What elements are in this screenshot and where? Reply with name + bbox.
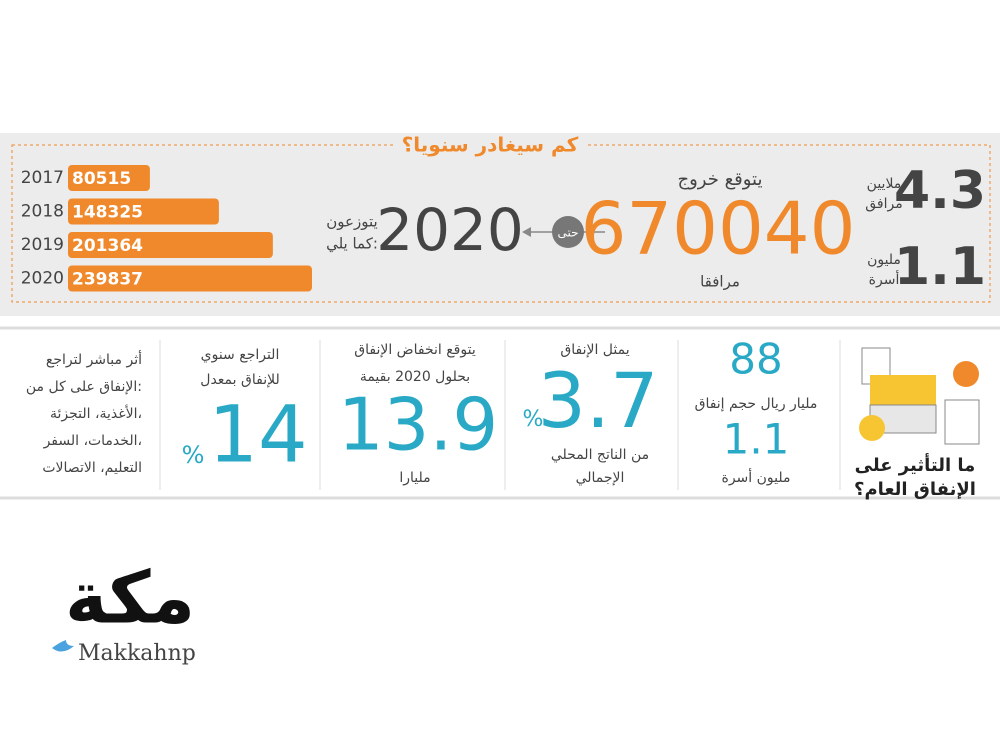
until: حتى <box>557 226 578 240</box>
decline-value: 13.9 <box>338 383 498 467</box>
icon <box>859 347 980 445</box>
families-label: أسرة <box>869 270 900 288</box>
until-badge <box>552 216 584 248</box>
impact-line: التعليم، الاتصالات <box>42 460 142 476</box>
companions-label: مرافق <box>865 196 902 212</box>
bar-year: 2019 <box>21 235 64 255</box>
expected: يتوقع خروج <box>677 169 762 190</box>
bar <box>68 198 219 225</box>
families-value: 1.1 <box>894 237 986 297</box>
bar-value: 201364 <box>72 236 143 256</box>
bar-value: 80515 <box>72 169 131 189</box>
bar <box>68 165 150 191</box>
heading: ما التأثير على <box>855 453 976 476</box>
gdp-label: من الناتج المحلي <box>551 447 649 463</box>
families-value: 1.1 <box>723 415 790 464</box>
decline-top: يتوقع انخفاض الإنفاق <box>354 342 476 358</box>
title: كم سيغادر سنويا؟ <box>402 133 579 157</box>
total: 670040 <box>581 187 856 271</box>
arrow-head <box>522 227 531 237</box>
column-dividers <box>159 340 841 490</box>
year: 2020 <box>376 196 524 264</box>
bar <box>68 232 273 258</box>
gdp-value: 3.7 <box>538 356 659 445</box>
spending-label: مليار ريال حجم إنفاق <box>695 396 818 412</box>
gdp-top: يمثل الإنفاق <box>560 342 629 358</box>
impact-line: أثر مباشر لتراجع <box>46 350 142 368</box>
bar <box>68 265 312 292</box>
gdp-percent: % <box>523 407 544 432</box>
families-label: مليون أسرة <box>721 468 790 486</box>
decline-unit: مليارا <box>399 470 430 486</box>
rate-value: 14 <box>208 390 307 480</box>
bar-chart: 2017 80515 2018 148325 2019 201364 2020 239837 <box>21 165 312 292</box>
handle: Makkahnp <box>78 641 196 666</box>
impact-line: الخدمات، السفر، <box>43 433 142 449</box>
twitter-bird <box>52 640 74 652</box>
bar-value: 148325 <box>72 203 143 223</box>
title-backing <box>395 136 585 156</box>
families-label: مليون <box>867 252 901 268</box>
bar-year: 2020 <box>21 269 64 289</box>
logo: مكة <box>65 556 195 640</box>
companions-value: 4.3 <box>894 161 986 221</box>
distribute: يتوزعون <box>326 213 377 231</box>
decline-top: بحلول 2020 بقيمة <box>360 369 470 385</box>
total-unit: مرافقا <box>700 273 740 291</box>
bar-value: 239837 <box>72 270 143 290</box>
rate-percent: % <box>182 441 205 469</box>
bar-year: 2018 <box>21 202 64 222</box>
impact-line: الأغذية، التجزئة، <box>50 404 142 422</box>
spending-value: 88 <box>729 335 782 384</box>
distribute: كما يلي: <box>326 235 378 254</box>
impact: أثر مباشر لتراجع الإنفاق على كل من: الأغذي… <box>26 350 142 476</box>
gdp-label: الإجمالي <box>576 470 625 486</box>
rate-top: التراجع سنوي <box>201 347 280 363</box>
companions-label: ملايين <box>867 176 902 192</box>
heading: الإنفاق العام؟ <box>854 479 976 500</box>
bar-year: 2017 <box>21 168 64 188</box>
rate-top: للإنفاق بمعدل <box>200 372 279 388</box>
impact-line: الإنفاق على كل من: <box>26 379 142 395</box>
